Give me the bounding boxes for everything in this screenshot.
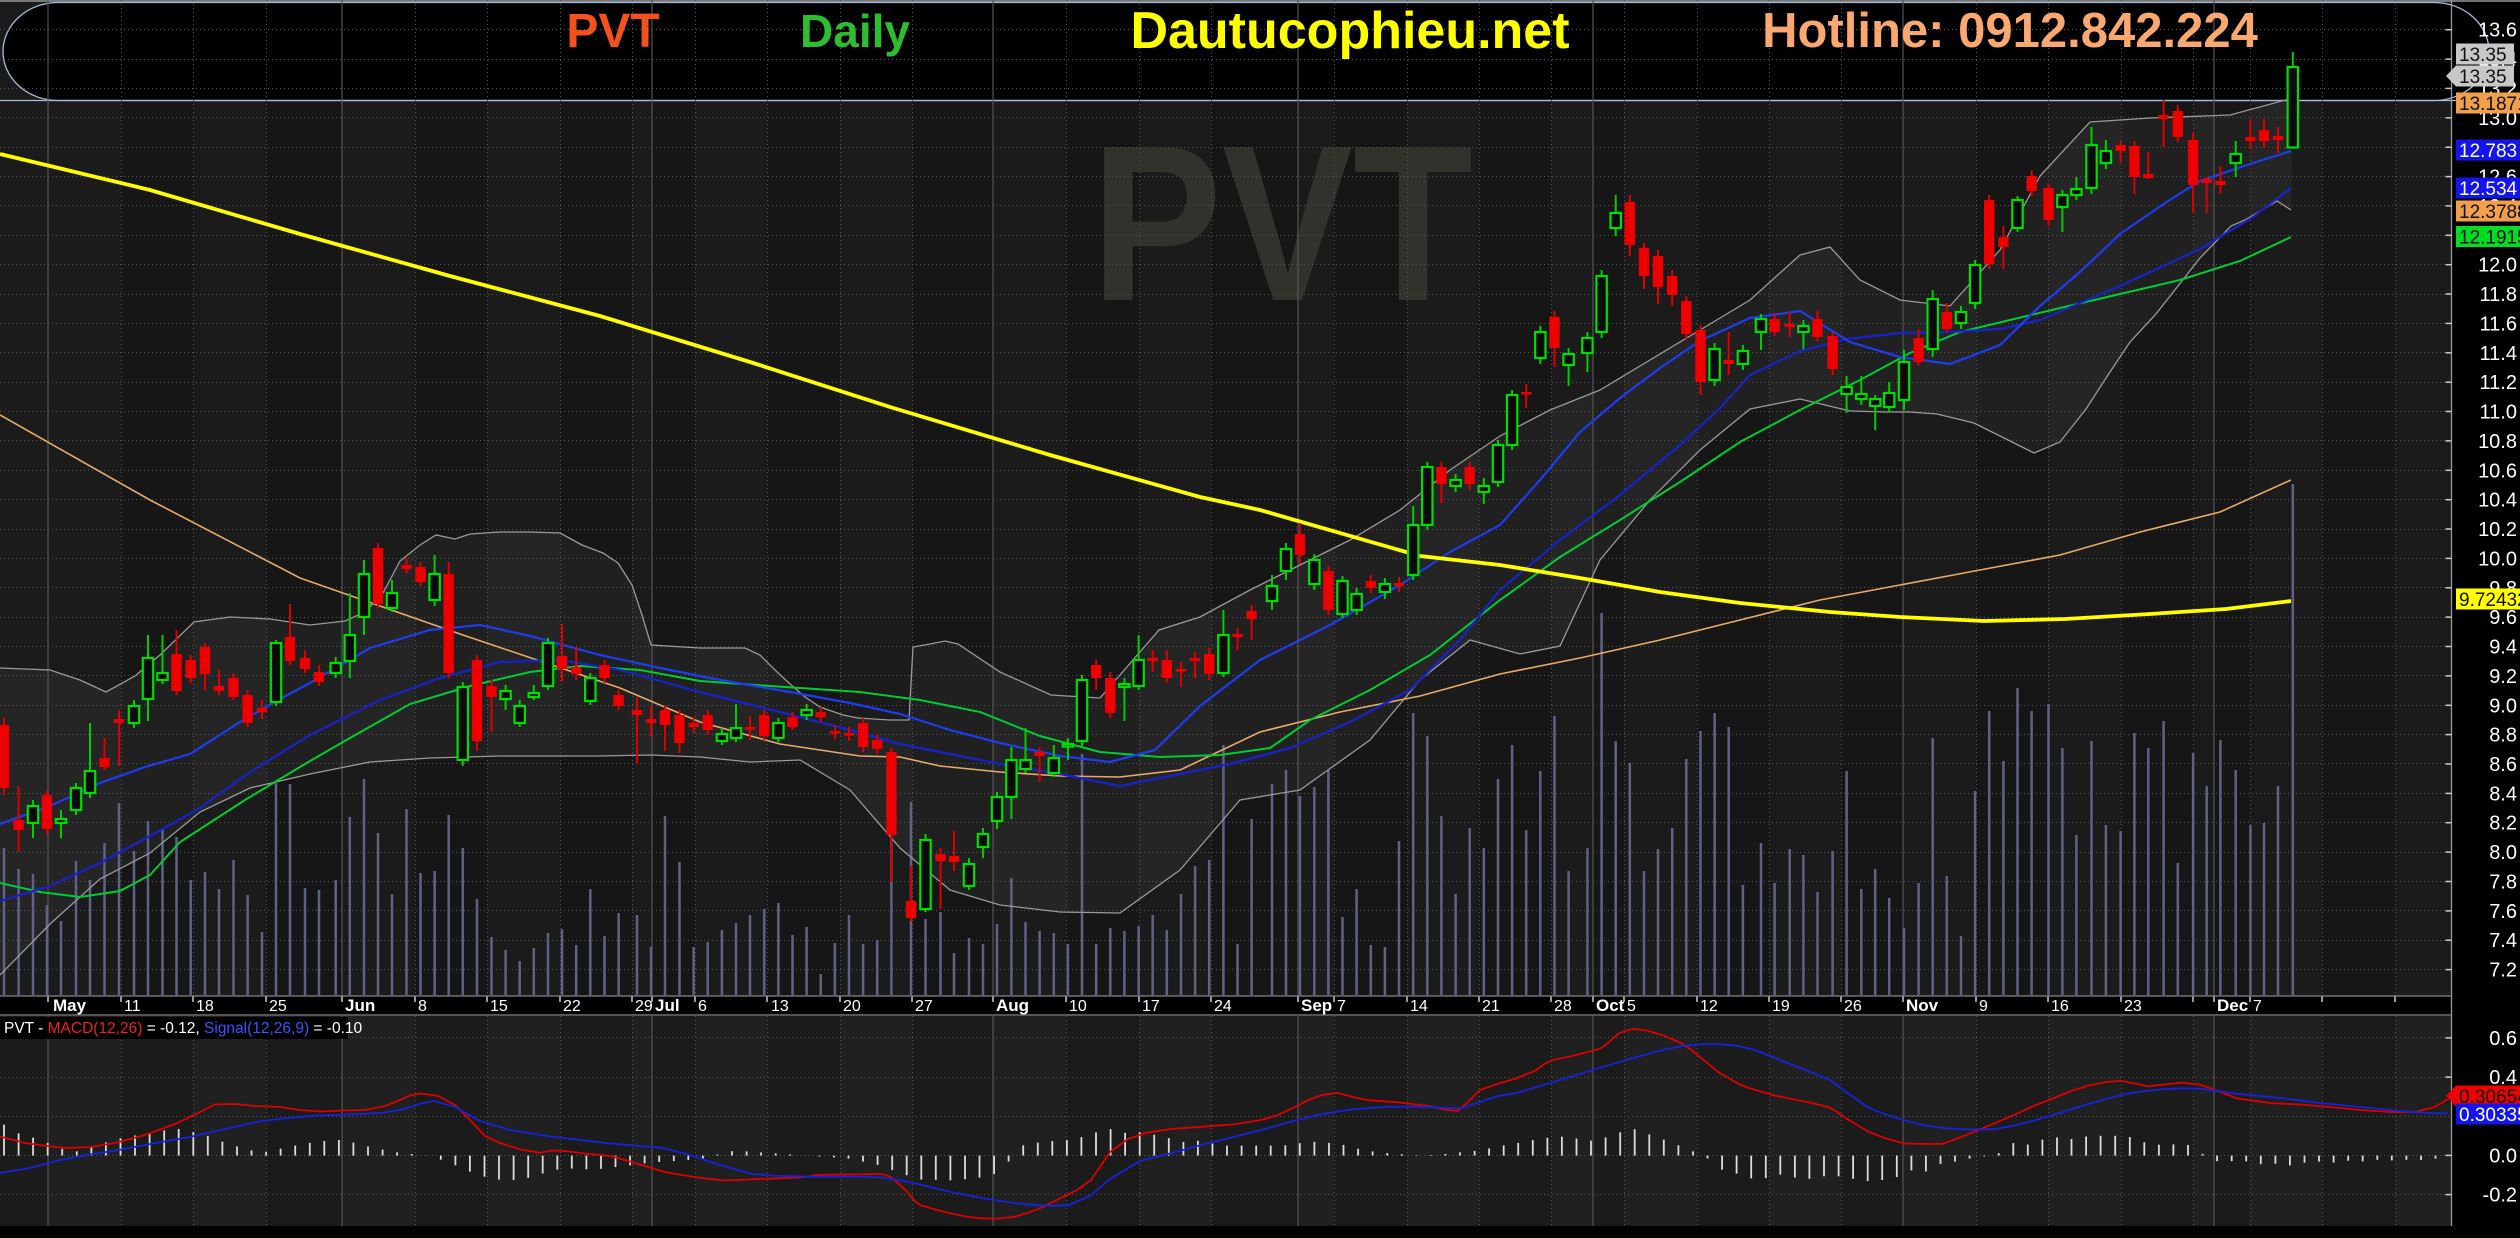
svg-text:Aug: Aug [996,996,1029,1015]
svg-text:27: 27 [915,998,933,1015]
svg-text:21: 21 [1482,998,1500,1015]
svg-text:9.6: 9.6 [2489,607,2517,629]
svg-text:8.8: 8.8 [2489,725,2517,747]
svg-text:Nov: Nov [1906,996,1939,1015]
svg-text:24: 24 [1214,998,1232,1015]
svg-text:-0.2: -0.2 [2483,1185,2517,1207]
svg-text:Jul: Jul [655,996,680,1015]
svg-text:11.0: 11.0 [2480,402,2517,424]
svg-text:23: 23 [2124,998,2142,1015]
svg-text:0.0: 0.0 [2489,1145,2517,1167]
svg-text:10: 10 [1069,998,1087,1015]
svg-text:9.4: 9.4 [2489,637,2517,659]
svg-text:26: 26 [1844,998,1862,1015]
svg-text:Oct: Oct [1596,996,1625,1015]
svg-text:9.72432: 9.72432 [2459,590,2520,611]
svg-text:10.8: 10.8 [2478,431,2517,453]
svg-text:PVT: PVT [1091,100,1473,348]
svg-text:5: 5 [1627,998,1636,1015]
svg-text:Hotline: 0912.842.224: Hotline: 0912.842.224 [1762,4,2258,58]
svg-text:PVT: PVT [566,5,659,58]
svg-text:8.6: 8.6 [2489,754,2517,776]
svg-text:10.6: 10.6 [2478,460,2517,482]
svg-text:11.2: 11.2 [2480,372,2517,394]
svg-text:12.534: 12.534 [2459,179,2518,200]
svg-text:22: 22 [563,998,581,1015]
svg-text:10.2: 10.2 [2478,519,2517,541]
svg-text:11.6: 11.6 [2480,313,2517,335]
svg-text:7.2: 7.2 [2489,960,2517,982]
svg-text:Dec: Dec [2217,996,2248,1015]
svg-text:11.8: 11.8 [2480,284,2517,306]
svg-text:7: 7 [1337,998,1346,1015]
svg-text:8: 8 [418,998,427,1015]
svg-text:0.303356: 0.303356 [2459,1105,2520,1126]
svg-text:7.6: 7.6 [2489,901,2517,923]
svg-text:12.0: 12.0 [2478,255,2517,277]
svg-text:Daily: Daily [800,5,910,57]
svg-text:13.35: 13.35 [2459,67,2507,88]
svg-text:16: 16 [2051,998,2069,1015]
svg-text:12.1915: 12.1915 [2459,228,2520,249]
svg-text:15: 15 [490,998,508,1015]
svg-text:6: 6 [698,998,707,1015]
svg-text:13.35: 13.35 [2459,45,2507,66]
svg-text:7: 7 [2253,998,2262,1015]
svg-text:8.2: 8.2 [2489,813,2517,835]
svg-text:19: 19 [1772,998,1790,1015]
svg-text:29: 29 [635,998,653,1015]
svg-text:Jun: Jun [345,996,375,1015]
svg-text:8.0: 8.0 [2489,842,2517,864]
svg-text:13.6: 13.6 [2478,20,2517,42]
svg-text:13: 13 [771,998,789,1015]
svg-text:28: 28 [1554,998,1572,1015]
svg-text:9.0: 9.0 [2489,695,2517,717]
svg-text:11.4: 11.4 [2480,343,2517,365]
svg-text:0.6: 0.6 [2489,1028,2517,1050]
svg-text:0.30654: 0.30654 [2459,1087,2520,1108]
svg-text:12: 12 [1700,998,1718,1015]
svg-text:10.4: 10.4 [2478,490,2517,512]
svg-text:9.2: 9.2 [2489,666,2517,688]
svg-text:18: 18 [196,998,214,1015]
svg-text:PVT - MACD(12,26) = -0.12, Sig: PVT - MACD(12,26) = -0.12, Signal(12,26,… [4,1020,362,1037]
svg-text:12.3788: 12.3788 [2459,202,2520,223]
svg-text:9: 9 [1979,998,1988,1015]
svg-text:20: 20 [843,998,861,1015]
svg-text:7.4: 7.4 [2489,930,2517,952]
svg-text:12.783: 12.783 [2459,141,2517,162]
svg-text:14: 14 [1410,998,1428,1015]
svg-text:10.0: 10.0 [2478,548,2517,570]
svg-text:17: 17 [1142,998,1160,1015]
svg-text:8.4: 8.4 [2489,783,2517,805]
svg-text:Sep: Sep [1301,996,1332,1015]
svg-text:25: 25 [269,998,287,1015]
svg-text:Dautucophieu.net: Dautucophieu.net [1130,2,1569,60]
svg-text:May: May [53,996,87,1015]
svg-text:0.4: 0.4 [2489,1067,2517,1089]
svg-text:7.8: 7.8 [2489,872,2517,894]
svg-text:11: 11 [124,998,141,1015]
